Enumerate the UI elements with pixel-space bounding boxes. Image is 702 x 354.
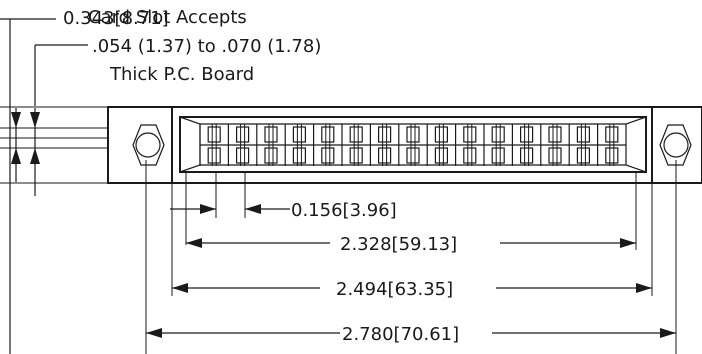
body-length-dimension: 2.494[63.35] <box>171 183 653 300</box>
contact <box>341 145 363 166</box>
contact <box>596 145 619 166</box>
body-length-mm: 63.35 <box>395 279 447 300</box>
contact <box>369 124 392 145</box>
contact <box>483 145 505 166</box>
contact <box>341 124 363 145</box>
body-length-value: 2.494 <box>336 279 388 300</box>
contact <box>426 124 448 145</box>
pitch-value: 0.156 <box>291 200 343 221</box>
contact-span-dimension: 2.328[59.13] <box>186 172 637 255</box>
contact <box>313 145 335 166</box>
note-line-1: Card Slot Accepts <box>88 7 247 28</box>
contact-span-mm: 59.13 <box>399 234 451 255</box>
pitch-mm: 3.96 <box>350 200 390 221</box>
contact <box>284 145 306 166</box>
contact <box>540 124 562 145</box>
contact <box>540 145 562 166</box>
thickness-dimension: 0.343[8.71] <box>0 8 702 354</box>
svg-text:0.343[8.71]: 0.343[8.71] <box>63 8 169 29</box>
thickness-mm: 8.71 <box>122 8 162 29</box>
contact <box>256 145 278 166</box>
svg-text:2.494[63.35]: 2.494[63.35] <box>336 279 453 300</box>
contact <box>568 145 591 166</box>
left-mounting-hole <box>132 124 165 166</box>
contact-array <box>199 124 619 166</box>
svg-text:2.328[59.13]: 2.328[59.13] <box>340 234 457 255</box>
contact <box>511 145 534 166</box>
contact <box>227 124 250 145</box>
contact <box>455 145 477 166</box>
overall-length-mm: 70.61 <box>401 324 453 345</box>
contact <box>398 145 420 166</box>
contact <box>596 124 619 145</box>
right-mounting-hole <box>659 124 692 166</box>
connector-body <box>107 106 702 184</box>
note-line-2: .054 (1.37) to .070 (1.78) <box>92 36 321 57</box>
contact-span-value: 2.328 <box>340 234 392 255</box>
contact <box>455 124 477 145</box>
overall-length-dimension: 2.780[70.61] <box>145 160 677 354</box>
pitch-dimension: 0.156[3.96] <box>170 172 397 245</box>
thickness-value: 0.343 <box>63 8 115 29</box>
contact <box>568 124 591 145</box>
contact <box>398 124 420 145</box>
contact <box>483 124 505 145</box>
contact <box>426 145 448 166</box>
contact <box>369 145 392 166</box>
contact <box>199 124 221 145</box>
contact <box>313 124 335 145</box>
svg-text:0.156[3.96]: 0.156[3.96] <box>291 200 397 221</box>
svg-text:2.780[70.61]: 2.780[70.61] <box>342 324 459 345</box>
contact <box>227 145 250 166</box>
overall-length-value: 2.780 <box>342 324 394 345</box>
contact <box>284 124 306 145</box>
contact <box>199 145 221 166</box>
contact <box>511 124 534 145</box>
note-line-3: Thick P.C. Board <box>109 64 254 85</box>
card-slot-note: Card Slot Accepts .054 (1.37) to .070 (1… <box>88 7 321 85</box>
contact <box>256 124 278 145</box>
